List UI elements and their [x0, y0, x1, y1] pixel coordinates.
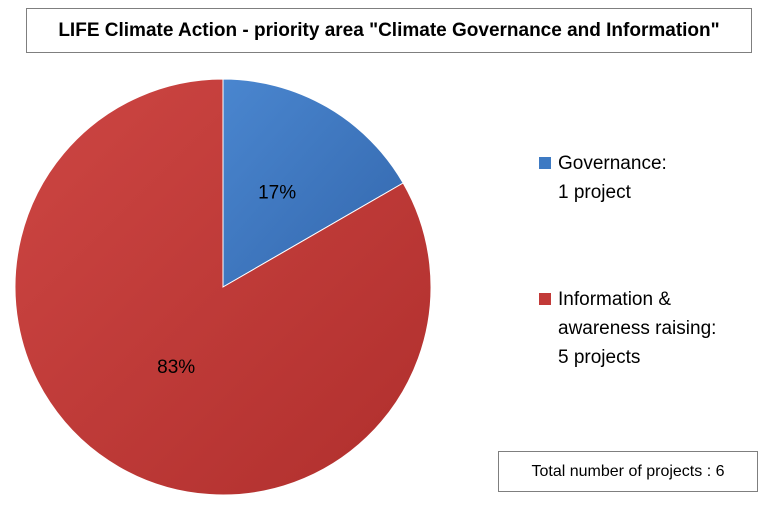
legend-label-line: awareness raising: [558, 318, 717, 339]
legend-label-line: Governance: [558, 153, 667, 174]
chart-title: LIFE Climate Action - priority area "Cli… [26, 8, 752, 53]
legend-swatch-information [539, 293, 551, 305]
legend-label-line: 1 project [558, 182, 631, 203]
total-projects-annotation: Total number of projects : 6 [498, 451, 758, 492]
legend-label-line: Information & [558, 289, 671, 310]
legend-swatch-governance [539, 157, 551, 169]
pie-slice-0 [222, 78, 404, 288]
pie-slice-1 [14, 78, 432, 496]
pie-slice-label-1: 83% [157, 357, 195, 378]
legend-label-line: 5 projects [558, 347, 641, 368]
legend-item-governance: Governance: 1 project [539, 149, 667, 207]
pie-slice-label-0: 17% [258, 182, 296, 203]
legend-item-information: Information & awareness raising: 5 proje… [539, 285, 716, 372]
